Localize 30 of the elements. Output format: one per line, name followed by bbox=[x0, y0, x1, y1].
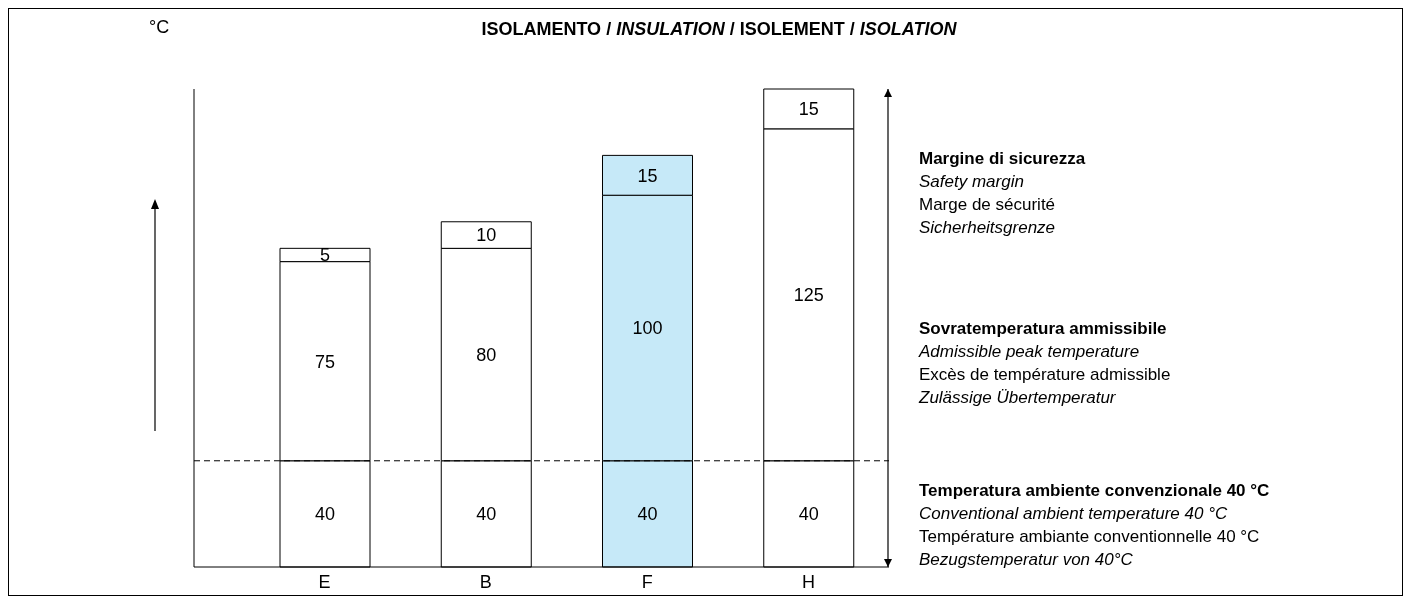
text: Temperatura ambiente convenzionale 40 °C bbox=[919, 481, 1270, 501]
data-label: 40 bbox=[798, 504, 819, 525]
text: Température ambiante conventionnelle 40 °C bbox=[919, 527, 1260, 547]
data-label: 40 bbox=[314, 504, 336, 525]
text: Bezugstemperatur von 40°C bbox=[919, 550, 1133, 570]
data-label: 125 bbox=[793, 285, 824, 306]
text: Zulässige Übertemperatur bbox=[919, 388, 1116, 408]
data-label: 40 bbox=[637, 504, 658, 525]
x-tick-label: E bbox=[318, 571, 331, 592]
data-label: 5 bbox=[319, 245, 331, 266]
x-tick-label: F bbox=[641, 571, 653, 592]
data-label: 75 bbox=[314, 351, 336, 372]
text: Sovratemperatura ammissibile bbox=[919, 319, 1167, 339]
text: Safety margin bbox=[919, 172, 1024, 192]
data-label: 40 bbox=[476, 504, 497, 525]
text: Sicherheitsgrenze bbox=[919, 218, 1056, 238]
data-label: 15 bbox=[798, 99, 819, 120]
text: Admissible peak temperature bbox=[919, 342, 1140, 362]
text: Margine di sicurezza bbox=[919, 149, 1086, 169]
data-label: 100 bbox=[632, 318, 663, 339]
text: Marge de sécurité bbox=[919, 195, 1056, 215]
y-axis-title: °C bbox=[149, 17, 170, 38]
x-tick-label: B bbox=[479, 571, 492, 592]
data-label: 10 bbox=[476, 225, 497, 246]
text: Excès de température admissible bbox=[919, 365, 1171, 385]
chart-title: ISOLAMENTO / INSULATION / ISOLEMENT / ISOLATION bbox=[480, 19, 958, 40]
data-label: 15 bbox=[637, 165, 658, 186]
x-tick-label: H bbox=[801, 571, 815, 592]
data-label: 80 bbox=[476, 344, 497, 365]
text: Conventional ambient temperature 40 °C bbox=[919, 504, 1228, 524]
